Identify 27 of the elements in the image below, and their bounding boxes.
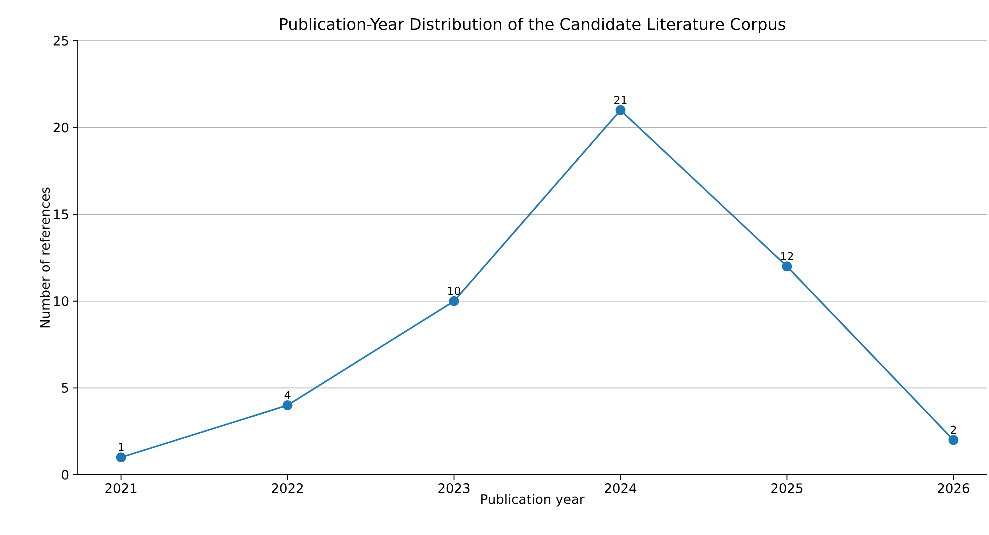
point xyxy=(116,452,126,463)
point xyxy=(449,296,460,306)
y-tick-label: 10 xyxy=(54,296,69,306)
chart-title: Publication-Year Distribution of the Candidate Literature Corpus xyxy=(280,18,786,34)
data-label: 2 xyxy=(951,426,956,434)
data-label: 1 xyxy=(119,443,124,452)
data-label: 12 xyxy=(781,252,794,260)
x-axis-title: Publication year xyxy=(482,494,585,507)
y-tick-label: 0 xyxy=(62,470,69,480)
y-axis-title: Number of references xyxy=(40,188,50,328)
point xyxy=(282,400,293,411)
data-label: 21 xyxy=(614,96,627,104)
point xyxy=(948,435,959,446)
x-tick-label: 2022 xyxy=(272,484,303,494)
x-tick-label: 2024 xyxy=(605,484,637,494)
y-tick-label: 25 xyxy=(54,36,68,46)
point xyxy=(782,262,792,272)
data-label: 4 xyxy=(284,391,291,400)
x-tick-label: 2021 xyxy=(106,484,137,494)
y-tick-label: 15 xyxy=(54,210,68,220)
y-tick-label: 5 xyxy=(62,383,68,394)
x-tick-label: 2023 xyxy=(438,484,470,494)
y-tick-label: 20 xyxy=(54,122,69,133)
point xyxy=(616,105,626,116)
x-tick-label: 2025 xyxy=(772,484,803,494)
data-label: 10 xyxy=(448,286,461,296)
x-tick-label: 2026 xyxy=(938,484,970,494)
